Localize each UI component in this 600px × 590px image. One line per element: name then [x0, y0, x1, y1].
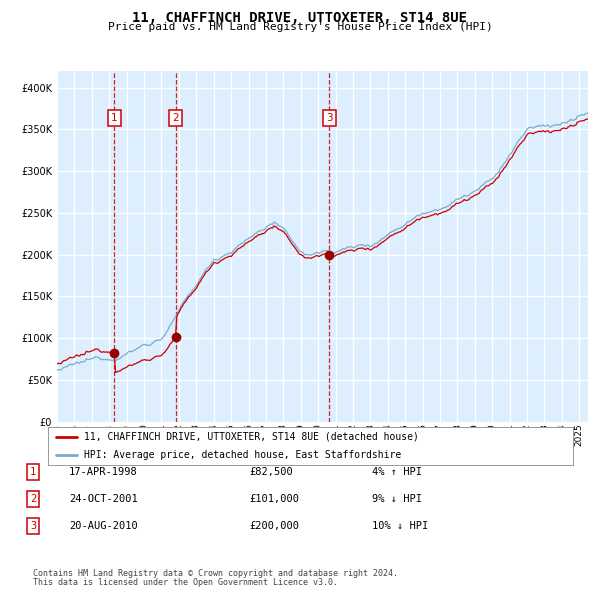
Text: 3: 3	[30, 522, 36, 531]
Text: £200,000: £200,000	[249, 522, 299, 531]
Text: 2: 2	[30, 494, 36, 504]
Text: Price paid vs. HM Land Registry's House Price Index (HPI): Price paid vs. HM Land Registry's House …	[107, 22, 493, 32]
Text: 9% ↓ HPI: 9% ↓ HPI	[372, 494, 422, 504]
Text: 11, CHAFFINCH DRIVE, UTTOXETER, ST14 8UE: 11, CHAFFINCH DRIVE, UTTOXETER, ST14 8UE	[133, 11, 467, 25]
Text: 11, CHAFFINCH DRIVE, UTTOXETER, ST14 8UE (detached house): 11, CHAFFINCH DRIVE, UTTOXETER, ST14 8UE…	[84, 432, 419, 442]
Text: 2: 2	[172, 113, 179, 123]
Text: 17-APR-1998: 17-APR-1998	[69, 467, 138, 477]
Text: HPI: Average price, detached house, East Staffordshire: HPI: Average price, detached house, East…	[84, 450, 401, 460]
Text: 4% ↑ HPI: 4% ↑ HPI	[372, 467, 422, 477]
Text: £82,500: £82,500	[249, 467, 293, 477]
Text: £101,000: £101,000	[249, 494, 299, 504]
Text: This data is licensed under the Open Government Licence v3.0.: This data is licensed under the Open Gov…	[33, 578, 338, 588]
Text: 24-OCT-2001: 24-OCT-2001	[69, 494, 138, 504]
Text: 20-AUG-2010: 20-AUG-2010	[69, 522, 138, 531]
Text: 1: 1	[30, 467, 36, 477]
Text: 1: 1	[111, 113, 118, 123]
Text: 10% ↓ HPI: 10% ↓ HPI	[372, 522, 428, 531]
Text: Contains HM Land Registry data © Crown copyright and database right 2024.: Contains HM Land Registry data © Crown c…	[33, 569, 398, 578]
Text: 3: 3	[326, 113, 332, 123]
